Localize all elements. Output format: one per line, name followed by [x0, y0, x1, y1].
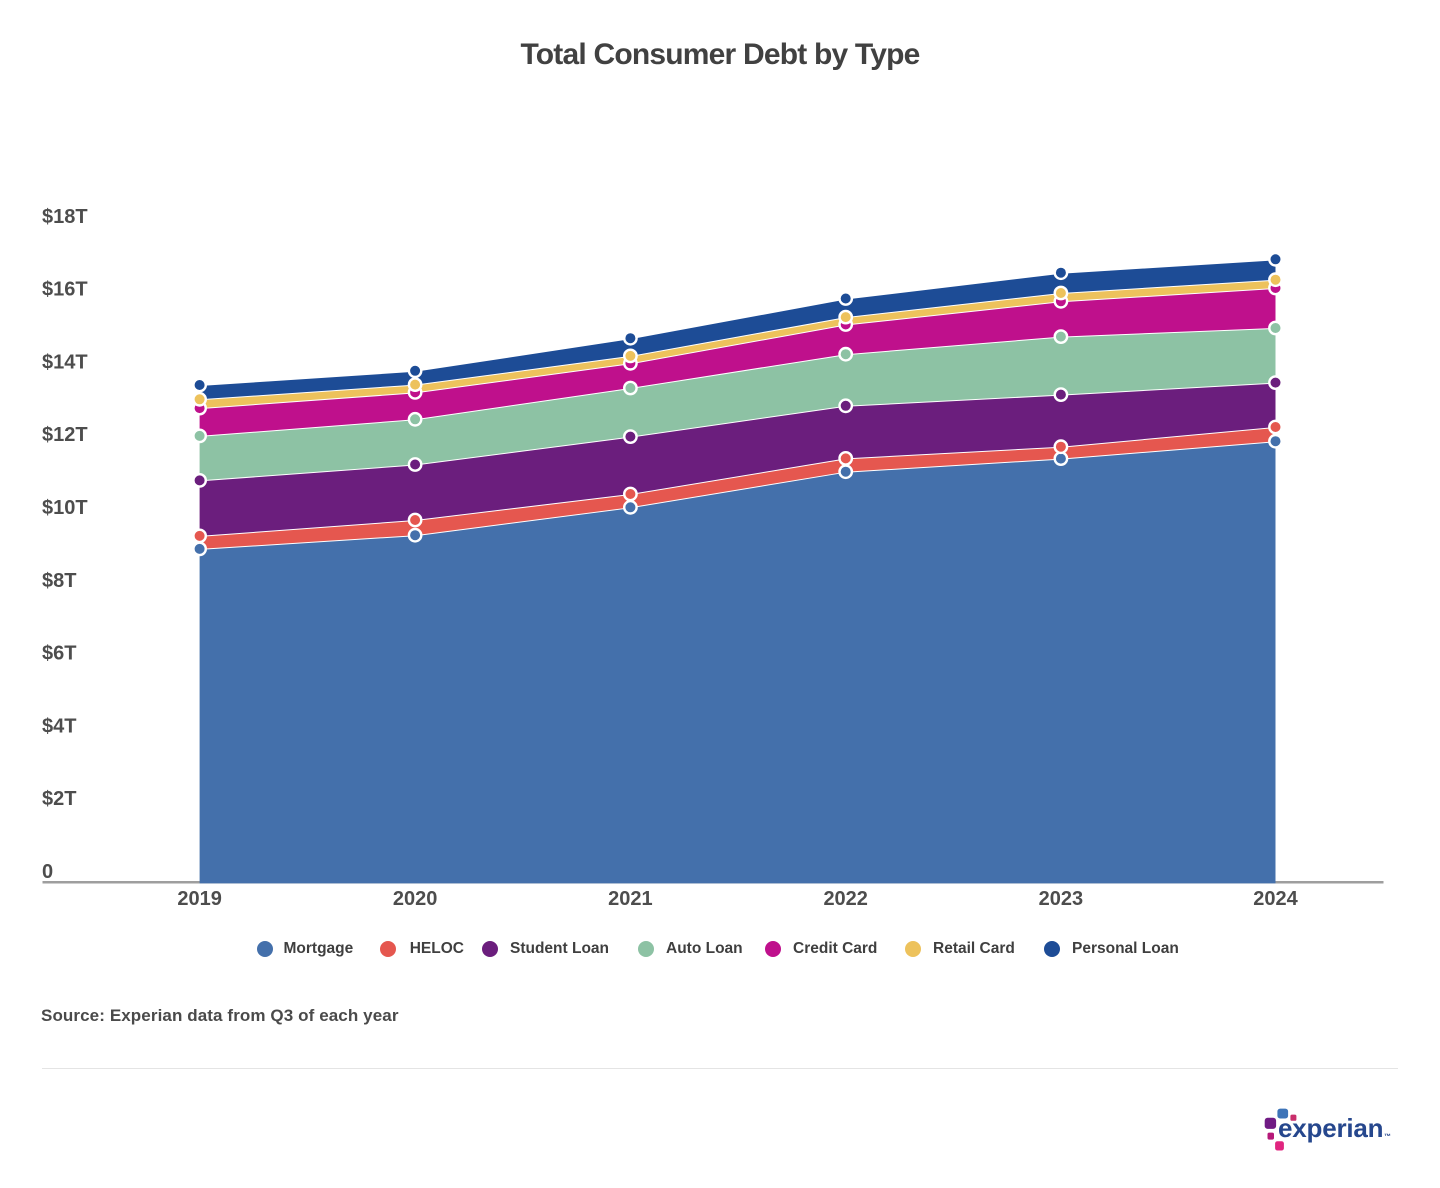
svg-text:$16T: $16T	[42, 279, 88, 301]
svg-text:$12T: $12T	[42, 424, 88, 446]
svg-text:$6T: $6T	[42, 643, 76, 665]
svg-text:2020: 2020	[393, 888, 438, 910]
svg-text:$2T: $2T	[42, 788, 76, 810]
svg-text:0: 0	[42, 861, 53, 883]
svg-text:2024: 2024	[1253, 888, 1298, 910]
svg-text:2023: 2023	[1039, 888, 1084, 910]
svg-text:2022: 2022	[823, 888, 868, 910]
svg-text:$18T: $18T	[42, 206, 88, 228]
svg-text:2019: 2019	[177, 888, 222, 910]
svg-text:$4T: $4T	[42, 715, 76, 737]
svg-text:$8T: $8T	[42, 570, 76, 592]
svg-text:experian: experian	[1278, 1113, 1383, 1143]
svg-text:2021: 2021	[608, 888, 653, 910]
svg-text:™: ™	[1384, 1133, 1391, 1140]
svg-text:$14T: $14T	[42, 351, 88, 373]
svg-text:$10T: $10T	[42, 497, 88, 519]
